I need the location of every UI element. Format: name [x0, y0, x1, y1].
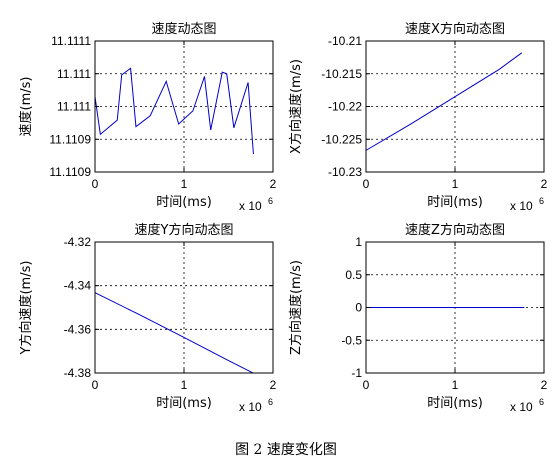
x-exponent-power: 6: [268, 397, 273, 407]
x-axis-label: 时间(ms): [427, 195, 483, 210]
y-tick-label: 0.5: [345, 268, 362, 282]
y-axis-label: X方向速度(m/s): [288, 59, 304, 154]
y-axis-label: Z方向速度(m/s): [288, 260, 304, 355]
x-tick-label: 1: [452, 378, 459, 392]
x-tick-label: 1: [181, 177, 188, 191]
x-exponent-power: 6: [539, 397, 544, 407]
y-tick-label: -1: [351, 366, 362, 380]
chart-title: 速度Z方向动态图: [405, 222, 505, 238]
chart-1: 0 1 2 11.1109 11.1109 11.111 11.111 11.1111 速度动态…: [18, 21, 277, 213]
y-tick-label: 11.1109: [49, 132, 91, 146]
y-tick-label: 11.111: [57, 100, 91, 114]
y-tick-label: 0: [355, 301, 362, 315]
series-line-1: [94, 67, 254, 155]
x-tick-label: 0: [363, 378, 370, 392]
y-tick-label: -10.21: [328, 34, 362, 48]
chart-2: 0 1 2 -10.23 -10.225 -10.22 -10.215 -10.21 速度X方向…: [288, 21, 548, 213]
x-tick-label: 2: [270, 378, 277, 392]
x-tick-label: 1: [452, 177, 459, 191]
y-tick-label: 1: [355, 235, 362, 249]
figure-caption: 图 2 速度变化图: [235, 442, 337, 458]
x-tick-label: 0: [363, 177, 370, 191]
y-tick-label: -4.34: [64, 279, 92, 293]
x-tick-label: 0: [92, 177, 99, 191]
x-exponent-label: x 10: [239, 400, 262, 414]
y-tick-label: -10.23: [328, 165, 362, 179]
x-axis-label: 时间(ms): [156, 396, 212, 411]
y-tick-label: 11.1111: [51, 34, 91, 48]
x-tick-label: 0: [92, 378, 99, 392]
y-tick-label: -4.32: [64, 235, 92, 249]
series-line-1: [94, 292, 254, 374]
x-exponent-label: x 10: [239, 199, 262, 213]
chart-title: 速度X方向动态图: [405, 21, 505, 37]
x-tick-label: 1: [181, 378, 188, 392]
charts-container: 0 1 2 11.1109 11.1109 11.111 11.111 11.1111 速度动态…: [18, 21, 548, 414]
x-axis-label: 时间(ms): [427, 396, 483, 411]
y-tick-label: 11.1109: [49, 165, 91, 179]
y-tick-label: -4.36: [64, 322, 92, 336]
y-tick-label: -4.38: [64, 366, 92, 380]
series-line-1: [365, 52, 523, 151]
chart-title: 速度Y方向动态图: [135, 222, 234, 238]
y-tick-label: -10.215: [321, 67, 362, 81]
x-tick-label: 2: [541, 378, 548, 392]
x-tick-label: 2: [270, 177, 277, 191]
x-exponent-power: 6: [268, 196, 273, 206]
x-exponent-label: x 10: [510, 199, 533, 213]
y-tick-label: -10.22: [328, 100, 362, 114]
y-tick-label: 11.111: [57, 67, 91, 81]
x-exponent-label: x 10: [510, 400, 533, 414]
y-tick-label: -0.5: [341, 333, 362, 347]
x-exponent-power: 6: [539, 196, 544, 206]
chart-title: 速度动态图: [151, 21, 216, 37]
y-axis-label: Y方向速度(m/s): [18, 261, 34, 356]
y-axis-label: 速度(m/s): [18, 77, 34, 137]
x-axis-label: 时间(ms): [156, 195, 212, 210]
x-tick-label: 2: [541, 177, 548, 191]
y-tick-label: -10.225: [321, 132, 362, 146]
